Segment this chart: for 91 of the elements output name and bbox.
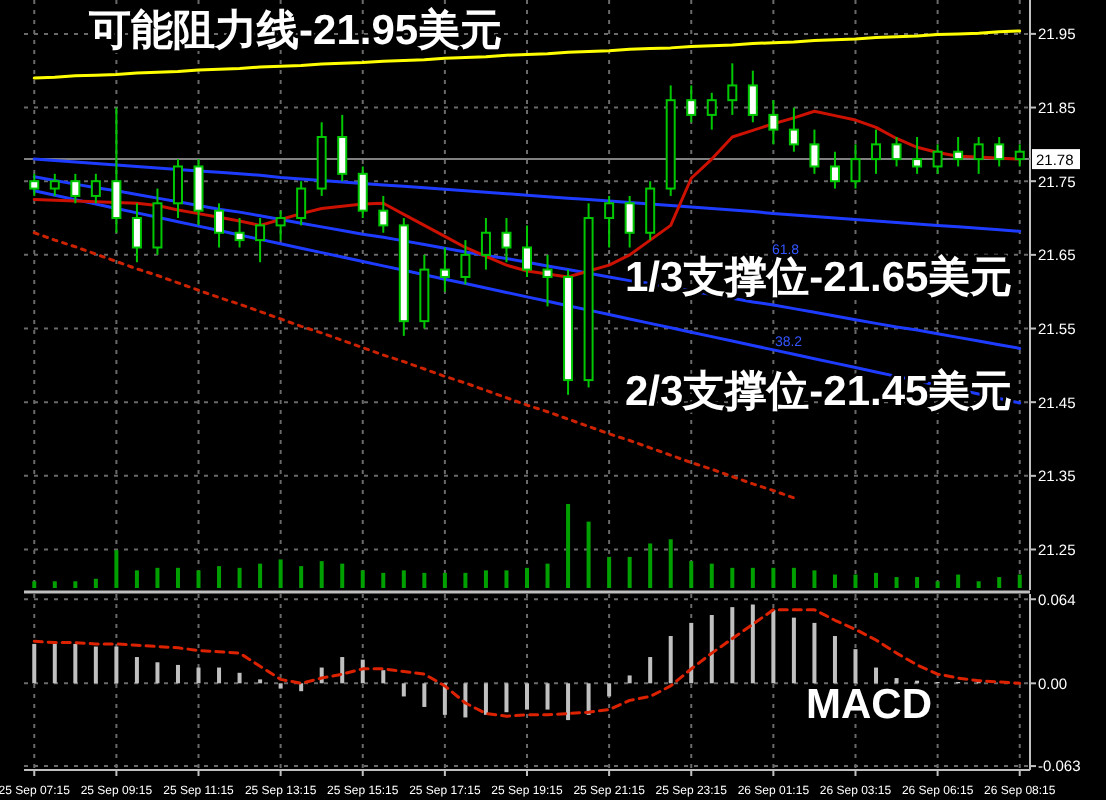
bar: [832, 636, 837, 684]
bar: [155, 662, 160, 684]
bar: [956, 574, 961, 588]
bar: [134, 570, 139, 588]
bar: [278, 683, 283, 689]
bar: [196, 570, 201, 588]
bar: [422, 572, 427, 588]
bar: [791, 617, 796, 684]
bar: [894, 678, 899, 684]
bar: [874, 667, 879, 684]
bar: [340, 563, 345, 588]
bar: [771, 609, 776, 684]
bar: [812, 622, 817, 684]
bar: [894, 577, 899, 588]
bar: [155, 567, 160, 588]
bar: [832, 574, 837, 588]
bar: [32, 643, 37, 684]
bar: [175, 567, 180, 588]
bar: [237, 567, 242, 588]
bar: [73, 581, 78, 588]
bar: [278, 559, 283, 588]
bar: [709, 615, 714, 684]
bar: [586, 683, 591, 715]
bar: [915, 577, 920, 588]
bar: [401, 570, 406, 588]
bar: [545, 563, 550, 588]
bar: [935, 581, 940, 588]
bar: [483, 683, 488, 715]
bar: [401, 683, 406, 697]
bar: [217, 566, 222, 588]
bar: [812, 570, 817, 588]
bar: [217, 667, 222, 684]
bar: [340, 657, 345, 684]
bar: [791, 567, 796, 588]
bar: [586, 521, 591, 588]
bar: [463, 572, 468, 588]
bar: [750, 604, 755, 684]
bar: [196, 667, 201, 684]
bar: [114, 646, 119, 684]
bar: [93, 646, 98, 684]
bar: [648, 657, 653, 684]
bar: [237, 672, 242, 684]
bar: [1017, 574, 1022, 588]
bar: [175, 664, 180, 684]
bar: [258, 563, 263, 588]
bar: [976, 581, 981, 588]
bar: [73, 643, 78, 684]
bar: [504, 683, 509, 713]
bar: [566, 683, 571, 721]
bar: [52, 581, 57, 588]
bar: [545, 683, 550, 710]
bar: [853, 574, 858, 588]
bar: [360, 570, 365, 588]
bar: [874, 572, 879, 588]
bar: [299, 566, 304, 588]
annotation: 可能阻力线-21.95美元: [87, 6, 503, 55]
bar: [319, 561, 324, 588]
bar: [93, 578, 98, 588]
bar: [525, 683, 529, 710]
bar: [689, 622, 694, 684]
bar: [730, 607, 735, 684]
line-series: [32, 157, 1022, 233]
bar: [689, 561, 694, 588]
bar: [709, 563, 714, 588]
line-series: [32, 608, 1022, 718]
bar: [32, 581, 37, 588]
bar: [668, 539, 673, 588]
bar: [771, 567, 776, 588]
bar: [627, 675, 632, 684]
bar: [299, 683, 304, 692]
bar: [566, 504, 571, 588]
bar: [381, 572, 386, 588]
bar: [504, 570, 509, 588]
bar: [607, 683, 612, 697]
bar: [483, 570, 488, 588]
bar: [750, 567, 755, 588]
bar: [442, 572, 447, 588]
bar: [668, 636, 673, 684]
bar: [997, 577, 1002, 588]
bar: [52, 643, 57, 684]
bar: [114, 550, 119, 588]
bar: [525, 567, 529, 588]
bar: [648, 543, 653, 588]
bar: [607, 556, 612, 588]
bar: [627, 556, 632, 588]
bar: [381, 670, 386, 684]
bar: [422, 683, 427, 707]
bar: [730, 567, 735, 588]
annotation: MACD: [806, 681, 933, 728]
bar: [853, 649, 858, 684]
bar: [134, 657, 139, 684]
